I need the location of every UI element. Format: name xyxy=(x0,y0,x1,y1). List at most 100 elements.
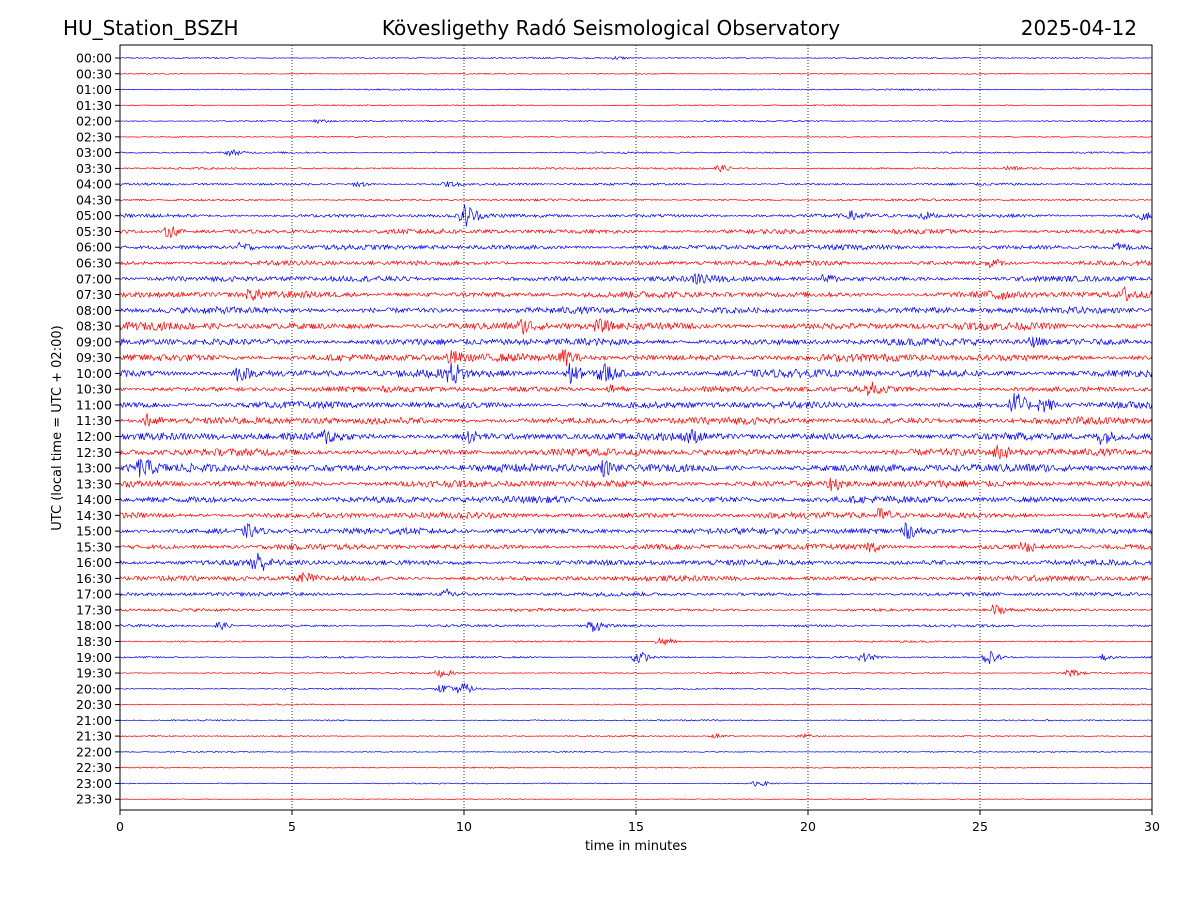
trace-06:30 xyxy=(119,259,1153,269)
y-tick-label-06:00: 06:00 xyxy=(76,240,112,255)
trace-07:30 xyxy=(119,286,1153,302)
x-tick-label-15: 15 xyxy=(628,819,644,834)
y-tick-label-20:30: 20:30 xyxy=(76,697,112,712)
trace-17:00 xyxy=(119,588,1153,598)
trace-18:30 xyxy=(119,637,1153,646)
trace-09:00 xyxy=(119,336,1153,348)
trace-19:00 xyxy=(119,651,1153,665)
trace-23:30 xyxy=(119,798,1153,801)
y-tick-label-18:30: 18:30 xyxy=(76,634,112,649)
trace-12:00 xyxy=(119,428,1153,445)
station-title: HU_Station_BSZH xyxy=(63,16,239,40)
x-tick-label-5: 5 xyxy=(288,819,296,834)
trace-22:00 xyxy=(119,750,1153,754)
y-tick-label-18:00: 18:00 xyxy=(76,618,112,633)
trace-03:30 xyxy=(119,164,1153,173)
trace-13:30 xyxy=(119,477,1153,492)
y-tick-label-22:00: 22:00 xyxy=(76,744,112,759)
trace-01:00 xyxy=(119,88,1152,91)
trace-19:30 xyxy=(119,669,1153,679)
y-tick-label-16:00: 16:00 xyxy=(76,555,112,570)
trace-11:30 xyxy=(119,413,1153,427)
trace-06:00 xyxy=(119,241,1153,251)
seismic-traces xyxy=(119,55,1153,801)
trace-05:30 xyxy=(119,225,1153,238)
trace-15:00 xyxy=(119,522,1153,540)
trace-08:00 xyxy=(119,305,1153,316)
y-axis-ticks: 00:0000:3001:0001:3002:0002:3003:0003:30… xyxy=(76,51,120,807)
y-tick-label-15:30: 15:30 xyxy=(76,539,112,554)
x-tick-label-20: 20 xyxy=(800,819,816,834)
y-tick-label-16:30: 16:30 xyxy=(76,571,112,586)
y-tick-label-12:30: 12:30 xyxy=(76,445,112,460)
date-title: 2025-04-12 xyxy=(1021,16,1137,40)
y-tick-label-22:30: 22:30 xyxy=(76,760,112,775)
trace-23:00 xyxy=(119,780,1153,787)
y-tick-label-19:30: 19:30 xyxy=(76,666,112,681)
trace-21:00 xyxy=(119,719,1153,722)
trace-08:30 xyxy=(119,318,1153,335)
y-tick-label-05:30: 05:30 xyxy=(76,224,112,239)
y-tick-label-13:00: 13:00 xyxy=(76,461,112,476)
y-tick-label-01:30: 01:30 xyxy=(76,98,112,113)
trace-04:30 xyxy=(119,197,1153,202)
trace-15:30 xyxy=(119,541,1153,554)
trace-14:30 xyxy=(119,508,1153,520)
y-tick-label-03:30: 03:30 xyxy=(76,161,112,176)
x-axis-label: time in minutes xyxy=(585,839,687,854)
trace-09:30 xyxy=(119,349,1153,367)
trace-00:30 xyxy=(119,72,1153,75)
trace-11:00 xyxy=(119,393,1153,413)
y-tick-label-00:00: 00:00 xyxy=(76,51,112,66)
trace-02:30 xyxy=(119,135,1153,138)
y-tick-label-02:30: 02:30 xyxy=(76,129,112,144)
y-tick-label-01:00: 01:00 xyxy=(76,82,112,97)
trace-20:30 xyxy=(119,703,1153,706)
trace-07:00 xyxy=(119,272,1153,285)
y-tick-label-07:30: 07:30 xyxy=(76,287,112,302)
trace-21:30 xyxy=(119,732,1153,739)
y-tick-label-23:00: 23:00 xyxy=(76,776,112,791)
y-tick-label-00:30: 00:30 xyxy=(76,66,112,81)
y-tick-label-14:00: 14:00 xyxy=(76,492,112,507)
y-tick-label-20:00: 20:00 xyxy=(76,681,112,696)
trace-16:00 xyxy=(119,552,1153,571)
y-tick-label-15:00: 15:00 xyxy=(76,524,112,539)
trace-10:30 xyxy=(119,381,1153,397)
trace-04:00 xyxy=(119,181,1153,188)
y-tick-label-17:30: 17:30 xyxy=(76,602,112,617)
x-tick-label-0: 0 xyxy=(116,819,124,834)
y-tick-label-05:00: 05:00 xyxy=(76,208,112,223)
trace-14:00 xyxy=(119,495,1153,505)
y-tick-label-23:30: 23:30 xyxy=(76,792,112,807)
trace-10:00 xyxy=(119,362,1153,385)
y-tick-label-10:30: 10:30 xyxy=(76,382,112,397)
trace-17:30 xyxy=(119,603,1153,615)
x-axis-ticks: 0 5 10 15 20 25 30 xyxy=(116,810,1160,834)
y-tick-label-12:00: 12:00 xyxy=(76,429,112,444)
y-tick-label-09:00: 09:00 xyxy=(76,334,112,349)
trace-02:00 xyxy=(119,119,1153,125)
y-tick-label-02:00: 02:00 xyxy=(76,114,112,129)
y-tick-label-10:00: 10:00 xyxy=(76,366,112,381)
trace-18:00 xyxy=(119,621,1153,633)
y-tick-label-17:00: 17:00 xyxy=(76,587,112,602)
y-tick-label-21:00: 21:00 xyxy=(76,713,112,728)
x-tick-label-30: 30 xyxy=(1144,819,1160,834)
y-tick-label-13:30: 13:30 xyxy=(76,476,112,491)
y-tick-label-11:30: 11:30 xyxy=(76,413,112,428)
y-tick-label-06:30: 06:30 xyxy=(76,256,112,271)
y-tick-label-11:00: 11:00 xyxy=(76,397,112,412)
y-tick-label-04:00: 04:00 xyxy=(76,177,112,192)
observatory-title: Kövesligethy Radó Seismological Observat… xyxy=(382,16,840,40)
x-tick-label-25: 25 xyxy=(972,819,988,834)
y-tick-label-09:30: 09:30 xyxy=(76,350,112,365)
trace-01:30 xyxy=(119,104,1153,107)
y-tick-label-14:30: 14:30 xyxy=(76,508,112,523)
y-tick-label-07:00: 07:00 xyxy=(76,271,112,286)
trace-03:00 xyxy=(119,149,1153,157)
trace-16:30 xyxy=(119,572,1153,583)
x-tick-label-10: 10 xyxy=(456,819,472,834)
